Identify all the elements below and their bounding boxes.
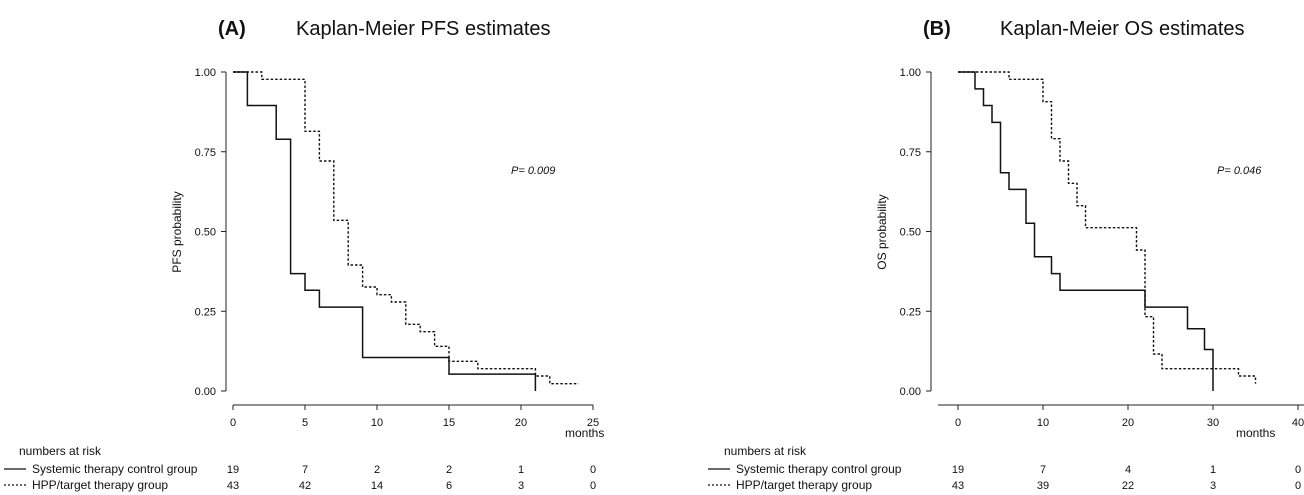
panel-a-risk-value: 19 <box>227 464 239 476</box>
panel-b-y-tick-label: 0.00 <box>900 386 921 398</box>
panel-a-y-tick-label: 1.00 <box>195 67 216 79</box>
panel-b-xlabel: months <box>1236 426 1275 440</box>
risk-heading-b: numbers at risk <box>724 444 807 458</box>
panel-a-p-value: P= 0.009 <box>511 165 555 177</box>
panel-b-x-tick-label: 0 <box>955 417 961 429</box>
panel-b-risk-value: 22 <box>1122 480 1134 492</box>
panel-a-y-tick-label: 0.25 <box>195 306 216 318</box>
panel-a-label: (A) <box>218 18 246 40</box>
panel-b-risk-value: 43 <box>952 480 964 492</box>
panel-b-title: Kaplan-Meier OS estimates <box>1000 18 1245 40</box>
panel-b-y-tick-label: 0.25 <box>900 306 921 318</box>
panel-b-y-tick-label: 0.75 <box>900 147 921 159</box>
panel-a-x-tick-label: 10 <box>371 417 383 429</box>
panel-b-label: (B) <box>923 18 951 40</box>
panel-a-y-tick-label: 0.00 <box>195 386 216 398</box>
panel-a-risk-value: 43 <box>227 480 239 492</box>
panel-a-x-tick-label: 25 <box>587 417 599 429</box>
panel-b-os: (B) Kaplan-Meier OS estimates OS probabi… <box>875 18 1304 492</box>
panel-a-xlabel: months <box>565 426 604 440</box>
panel-b-y-ticks: 0.00 0.25 0.50 0.75 1.00 <box>900 67 931 398</box>
panel-a-risk-value: 14 <box>371 480 383 492</box>
panel-a-risk-value: 42 <box>299 480 311 492</box>
panel-a-x-tick-label: 20 <box>515 417 527 429</box>
panel-a-pfs: (A) Kaplan-Meier PFS estimates PFS proba… <box>170 18 604 492</box>
panel-a-control-curve <box>233 71 537 391</box>
panel-a-y-tick-label: 0.75 <box>195 147 216 159</box>
panel-b-y-tick-label: 1.00 <box>900 67 921 79</box>
panel-b-risk-value: 4 <box>1125 464 1131 476</box>
panel-b-risk-value: 7 <box>1040 464 1046 476</box>
panel-a-risk-value: 3 <box>518 480 524 492</box>
panel-a-title: Kaplan-Meier PFS estimates <box>296 18 551 40</box>
panel-a-risk-value: 0 <box>590 480 596 492</box>
panel-b-risk-table: 19 7 4 1 0 43 39 22 3 0 <box>952 464 1301 492</box>
legend-b-dotted-label: HPP/target therapy group <box>736 478 872 492</box>
panel-a-x-ticks: 0 5 10 15 20 25 <box>230 405 599 429</box>
panel-b-risk-value: 0 <box>1295 480 1301 492</box>
panel-b-hpp-curve <box>958 71 1257 384</box>
panel-a-x-tick-label: 15 <box>443 417 455 429</box>
panel-b-risk-value: 19 <box>952 464 964 476</box>
panel-a-risk-table: 19 7 2 2 1 0 43 42 14 6 3 0 <box>227 464 596 492</box>
panel-b-risk-value: 3 <box>1210 480 1216 492</box>
panel-b-risk-value: 0 <box>1295 464 1301 476</box>
panel-b-risk-value: 39 <box>1037 480 1049 492</box>
panel-b-x-tick-label: 10 <box>1037 417 1049 429</box>
legend-a-dotted-label: HPP/target therapy group <box>32 478 168 492</box>
panel-a-risk-value: 2 <box>446 464 452 476</box>
panel-b-x-tick-label: 30 <box>1207 417 1219 429</box>
panel-a-y-tick-label: 0.50 <box>195 227 216 239</box>
panel-a-risk-value: 7 <box>302 464 308 476</box>
panel-b-x-ticks: 0 10 20 30 40 <box>955 405 1304 429</box>
panel-b-y-tick-label: 0.50 <box>900 227 921 239</box>
panel-a-curves <box>233 71 579 391</box>
risk-heading-a: numbers at risk <box>19 444 102 458</box>
panel-a-x-tick-label: 5 <box>302 417 308 429</box>
panel-a-risk-value: 2 <box>374 464 380 476</box>
legend-b-solid-label: Systemic therapy control group <box>736 462 902 476</box>
panel-a-risk-value: 1 <box>518 464 524 476</box>
panel-a-ylabel: PFS probability <box>170 191 184 272</box>
panel-b-risk-value: 1 <box>1210 464 1216 476</box>
panel-b-x-tick-label: 20 <box>1122 417 1134 429</box>
panel-a-risk-value: 0 <box>590 464 596 476</box>
panel-a-hpp-curve <box>233 71 579 385</box>
panel-b-control-curve <box>958 71 1214 391</box>
panel-a-x-tick-label: 0 <box>230 417 236 429</box>
panel-a-risk-value: 6 <box>446 480 452 492</box>
panel-a-y-ticks: 0.00 0.25 0.50 0.75 1.00 <box>195 67 226 398</box>
panel-b-p-value: P= 0.046 <box>1217 165 1262 177</box>
panel-b-ylabel: OS probability <box>875 194 889 269</box>
legend-a-solid-label: Systemic therapy control group <box>32 462 198 476</box>
panel-b-x-tick-label: 40 <box>1292 417 1304 429</box>
panel-b-curves <box>958 71 1257 391</box>
